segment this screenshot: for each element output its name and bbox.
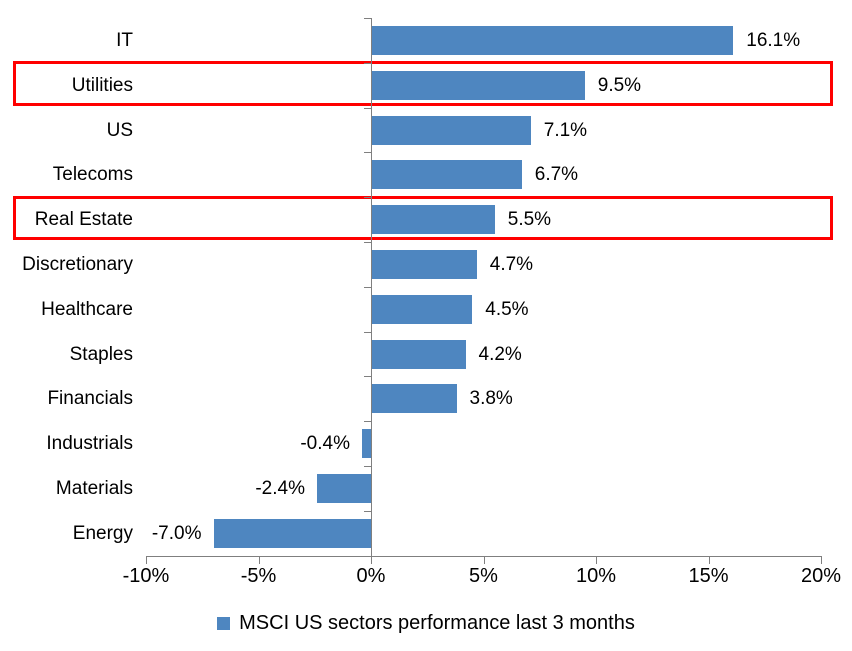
value-label: -2.4% — [255, 478, 305, 499]
y-axis-tick — [364, 286, 371, 288]
bar — [371, 115, 531, 145]
highlight-box-real-estate — [13, 195, 833, 241]
bar — [213, 518, 371, 548]
x-tick-label: 15% — [688, 565, 729, 587]
bar — [371, 339, 466, 369]
x-tick-label: 20% — [800, 565, 842, 587]
category-label: Energy — [72, 522, 133, 544]
bar — [371, 26, 734, 55]
y-axis-tick — [364, 18, 371, 19]
y-axis-tick — [364, 107, 371, 109]
value-label: 4.7% — [489, 254, 534, 275]
x-axis-tick — [371, 555, 372, 564]
x-axis-tick — [258, 555, 260, 564]
category-label: Staples — [69, 343, 133, 365]
value-label: 6.7% — [534, 164, 579, 186]
value-label: -0.4% — [300, 433, 350, 455]
value-label: 4.2% — [478, 343, 522, 365]
value-label: 9.5% — [597, 74, 642, 96]
x-tick-label: -10% — [122, 565, 170, 587]
y-axis-tick — [364, 242, 371, 243]
x-axis-tick — [708, 555, 710, 564]
value-label: 3.8% — [469, 388, 513, 410]
value-label: 16.1% — [746, 30, 801, 51]
bar — [371, 294, 473, 324]
x-tick-label: 5% — [469, 565, 498, 587]
bar — [371, 205, 495, 235]
y-axis-tick — [364, 376, 371, 378]
x-tick-label: 10% — [575, 565, 617, 587]
category-label: Discretionary — [22, 254, 133, 275]
y-axis-tick — [364, 197, 371, 199]
bar — [371, 70, 585, 100]
legend-marker-icon — [217, 616, 231, 630]
value-label: 4.5% — [485, 298, 529, 320]
category-label: Financials — [47, 388, 133, 410]
y-axis-tick — [364, 62, 371, 64]
bar — [317, 474, 371, 503]
legend: MSCI US sectors performance last 3 month… — [0, 610, 852, 636]
x-tick-label: -5% — [240, 565, 277, 587]
y-axis-tick — [364, 421, 371, 423]
x-axis-tick — [483, 555, 485, 564]
category-label: Real Estate — [34, 209, 133, 231]
value-label: -7.0% — [151, 522, 202, 544]
category-label: Materials — [55, 478, 133, 499]
x-tick-label: 0% — [356, 565, 386, 587]
bar — [371, 160, 522, 190]
category-label: Healthcare — [41, 298, 133, 320]
x-axis-tick — [821, 555, 822, 564]
category-label: Industrials — [46, 433, 133, 455]
value-label: 5.5% — [507, 209, 552, 231]
y-axis-tick — [364, 331, 371, 333]
highlight-box-utilities — [13, 61, 833, 107]
category-label: IT — [116, 30, 133, 51]
bar — [371, 384, 457, 414]
bar — [362, 429, 371, 459]
y-axis-tick — [364, 152, 371, 154]
category-label: US — [106, 119, 133, 141]
y-axis-tick — [364, 510, 371, 512]
y-axis-tick — [364, 466, 371, 467]
x-axis-tick — [146, 555, 147, 564]
category-label: Utilities — [71, 74, 133, 96]
y-axis-line — [371, 18, 372, 556]
bar — [371, 250, 477, 279]
x-axis-tick — [596, 555, 597, 564]
value-label: 7.1% — [543, 119, 588, 141]
legend-label: MSCI US sectors performance last 3 month… — [239, 612, 635, 634]
category-label: Telecoms — [52, 164, 133, 186]
